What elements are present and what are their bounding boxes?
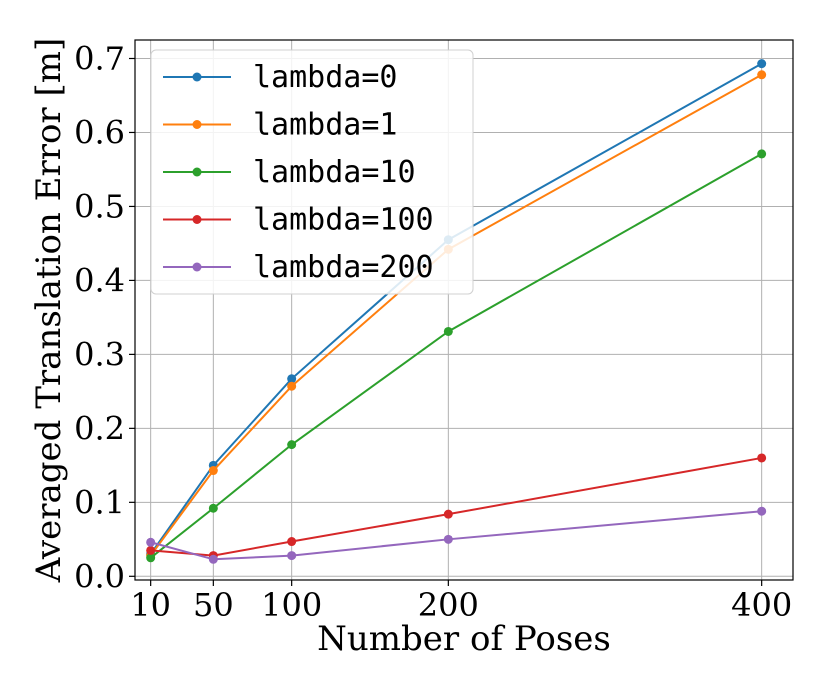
data-point [146, 553, 156, 563]
legend-marker [192, 167, 202, 177]
series-line [150, 456, 762, 557]
legend-item: lambda=0 [163, 60, 398, 95]
y-tick-label: 0.0 [74, 557, 125, 595]
y-tick-label: 0.5 [74, 187, 125, 225]
data-point [287, 374, 297, 384]
data-point [208, 554, 218, 564]
data-point [443, 326, 453, 336]
axis-ticks: 10 50 100 200 400 0.0 0.1 0.2 0.3 0.4 0.5 0.6 0.7 [74, 39, 792, 624]
series-line [150, 510, 762, 561]
series-5 [146, 506, 767, 564]
series-3 [146, 149, 767, 563]
legend-item: lambda=200 [163, 250, 434, 285]
series-4 [146, 453, 767, 561]
legend-label: lambda=1 [253, 108, 398, 143]
legend-box [150, 49, 474, 295]
data-point [146, 537, 156, 547]
legend-label: lambda=100 [253, 203, 434, 238]
data-point [757, 59, 767, 69]
x-axis-label: Number of Poses [317, 619, 611, 659]
y-tick-label: 0.1 [74, 483, 125, 521]
data-point [208, 503, 218, 513]
x-tick-label: 400 [731, 586, 792, 624]
data-point [443, 534, 453, 544]
legend-marker [192, 72, 202, 82]
data-point [287, 440, 297, 450]
legend-item: lambda=100 [163, 203, 434, 238]
plot-frame [134, 39, 794, 581]
data-point [757, 506, 767, 516]
data-point [757, 453, 767, 463]
data-point [287, 551, 297, 561]
data-point [146, 545, 156, 555]
x-tick-label: 50 [193, 586, 234, 624]
series-layer [146, 59, 767, 564]
x-tick-label: 200 [418, 586, 479, 624]
data-point [208, 466, 218, 476]
legend-label: lambda=200 [253, 250, 434, 285]
legend-marker [192, 215, 202, 224]
legend-item: lambda=10 [163, 155, 416, 190]
data-point [287, 381, 297, 391]
y-tick-label: 0.6 [74, 113, 125, 151]
legend-marker [192, 120, 202, 129]
x-tick-label: 10 [130, 586, 171, 624]
legend-item: lambda=1 [163, 108, 398, 143]
data-point [443, 509, 453, 519]
legend-label: lambda=10 [253, 155, 416, 190]
legend-marker [192, 262, 202, 272]
data-point [287, 537, 297, 547]
y-axis-label: Averaged Translation Error [m] [29, 38, 69, 584]
data-point [757, 149, 767, 159]
y-tick-label: 0.3 [74, 335, 125, 373]
y-tick-label: 0.7 [74, 39, 125, 77]
legend: lambda=0 lambda=1 lambda=10 lambda=100 lambd… [150, 49, 474, 295]
legend-label: lambda=0 [253, 60, 398, 95]
data-point [757, 70, 767, 80]
y-tick-label: 0.2 [74, 409, 125, 447]
x-tick-label: 100 [261, 586, 322, 624]
y-tick-label: 0.4 [74, 261, 125, 299]
